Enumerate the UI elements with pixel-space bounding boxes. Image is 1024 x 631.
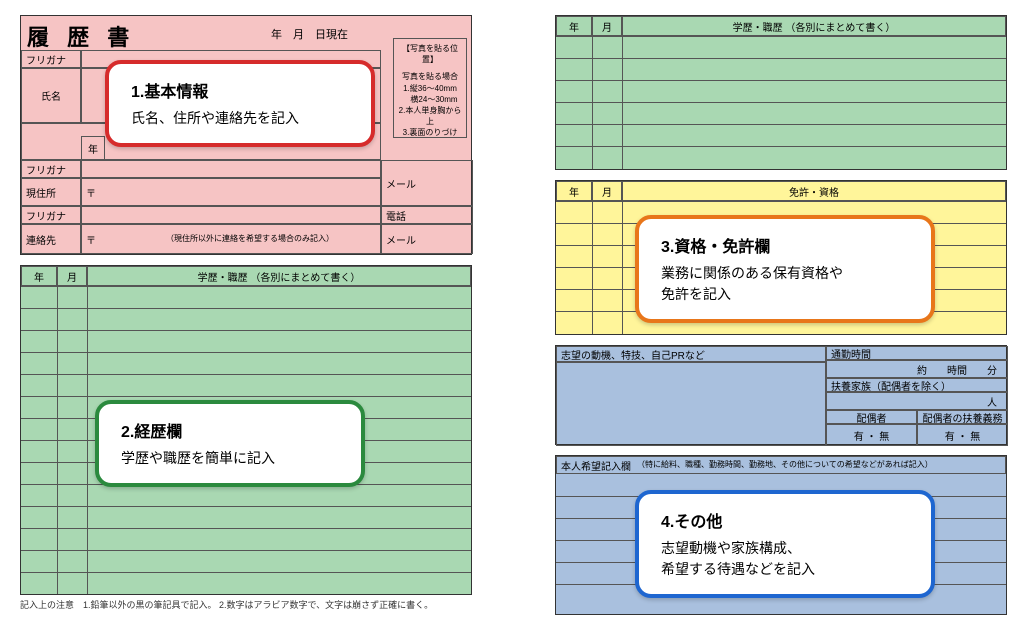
date-label: 年 月 日現在 [271,26,348,42]
dependents-value: 人 [826,392,1008,410]
panel-motive: 志望の動機、特技、自己PRなど 通勤時間 約 時間 分 扶養家族（配偶者を除く）… [555,345,1007,445]
photo-notes: 写真を貼る場合 1.縦36～40mm 横24～30mm 2.本人単身胸から上 3… [398,71,462,138]
postal-mark-2: 〒 [86,232,96,247]
photo-box: 【写真を貼る位置】 写真を貼る場合 1.縦36～40mm 横24～30mm 2.… [393,38,467,138]
label-current-addr: 現住所 [21,178,81,206]
col-month2: 月 [592,16,622,36]
label-phone: 電話 [381,206,473,224]
dependents-label: 扶養家族（配偶者を除く） [826,378,1008,392]
field-current-addr: 〒 [81,178,381,206]
wish-header-row: 本人希望記入欄 （特に給料、職種、勤務時間、勤務地、その他についての希望などがあ… [556,456,1006,474]
commute-label: 通勤時間 [826,346,1008,360]
col-header2: 学歴・職歴 （各別にまとめて書く） [622,16,1006,36]
spouse-support-value: 有 ・ 無 [917,424,1008,446]
callout-4-title: 4.その他 [661,508,909,532]
label-furigana-3: フリガナ [21,206,81,224]
lic-header: 免許・資格 [622,181,1006,201]
spouse-support-label: 配偶者の扶養義務 [917,410,1008,424]
contact-note: （現住所以外に連絡を希望する場合のみ記入） [166,233,334,244]
motive-body [556,362,826,446]
callout-1: 1.基本情報 氏名、住所や連絡先を記入 [105,60,375,147]
callout-3-title: 3.資格・免許欄 [661,233,909,257]
resume-diagram: 履 歴 書 年 月 日現在 フリガナ 氏名 年 【写真を貼る位置】 写真を貼る場… [10,10,1014,621]
callout-1-body: 氏名、住所や連絡先を記入 [131,108,349,129]
callout-2-title: 2.経歴欄 [121,418,339,442]
spouse-label: 配偶者 [826,410,917,424]
col-header: 学歴・職歴 （各別にまとめて書く） [87,266,471,286]
callout-3: 3.資格・免許欄 業務に関係のある保有資格や 免許を記入 [635,215,935,323]
history2-rows [556,36,1006,169]
label-name: 氏名 [21,68,81,123]
footnote: 記入上の注意 1.鉛筆以外の黒の筆記具で記入。 2.数字はアラビア数字で、文字は… [20,598,433,611]
motive-header: 志望の動機、特技、自己PRなど [556,346,826,362]
label-furigana-2: フリガナ [21,160,81,178]
photo-header: 【写真を貼る位置】 [398,43,462,65]
label-mail-1: メール [381,160,473,206]
col-year2: 年 [556,16,592,36]
lic-month: 月 [592,181,622,201]
wish-header-note: （特に給料、職種、勤務時間、勤務地、その他についての希望などがあれば記入） [637,459,933,470]
callout-1-title: 1.基本情報 [131,78,349,102]
label-mail-2: メール [381,224,473,254]
callout-3-body: 業務に関係のある保有資格や 免許を記入 [661,263,909,305]
spouse-value: 有 ・ 無 [826,424,917,446]
doc-title: 履 歴 書 [27,20,135,52]
callout-4: 4.その他 志望動機や家族構成、 希望する待遇などを記入 [635,490,935,598]
panel-history-right: 年 月 学歴・職歴 （各別にまとめて書く） [555,15,1007,170]
field-contact: 〒 （現住所以外に連絡を希望する場合のみ記入） [81,224,381,254]
label-furigana-1: フリガナ [21,50,81,68]
col-year: 年 [21,266,57,286]
callout-2-body: 学歴や職歴を簡単に記入 [121,448,339,469]
commute-value: 約 時間 分 [826,360,1008,378]
callout-4-body: 志望動機や家族構成、 希望する待遇などを記入 [661,538,909,580]
col-month: 月 [57,266,87,286]
wish-header: 本人希望記入欄 [561,458,631,473]
label-contact: 連絡先 [21,224,81,254]
postal-mark-1: 〒 [86,185,96,200]
field-furigana-3 [81,206,381,224]
lic-year: 年 [556,181,592,201]
callout-2: 2.経歴欄 学歴や職歴を簡単に記入 [95,400,365,487]
field-furigana-2 [81,160,381,178]
